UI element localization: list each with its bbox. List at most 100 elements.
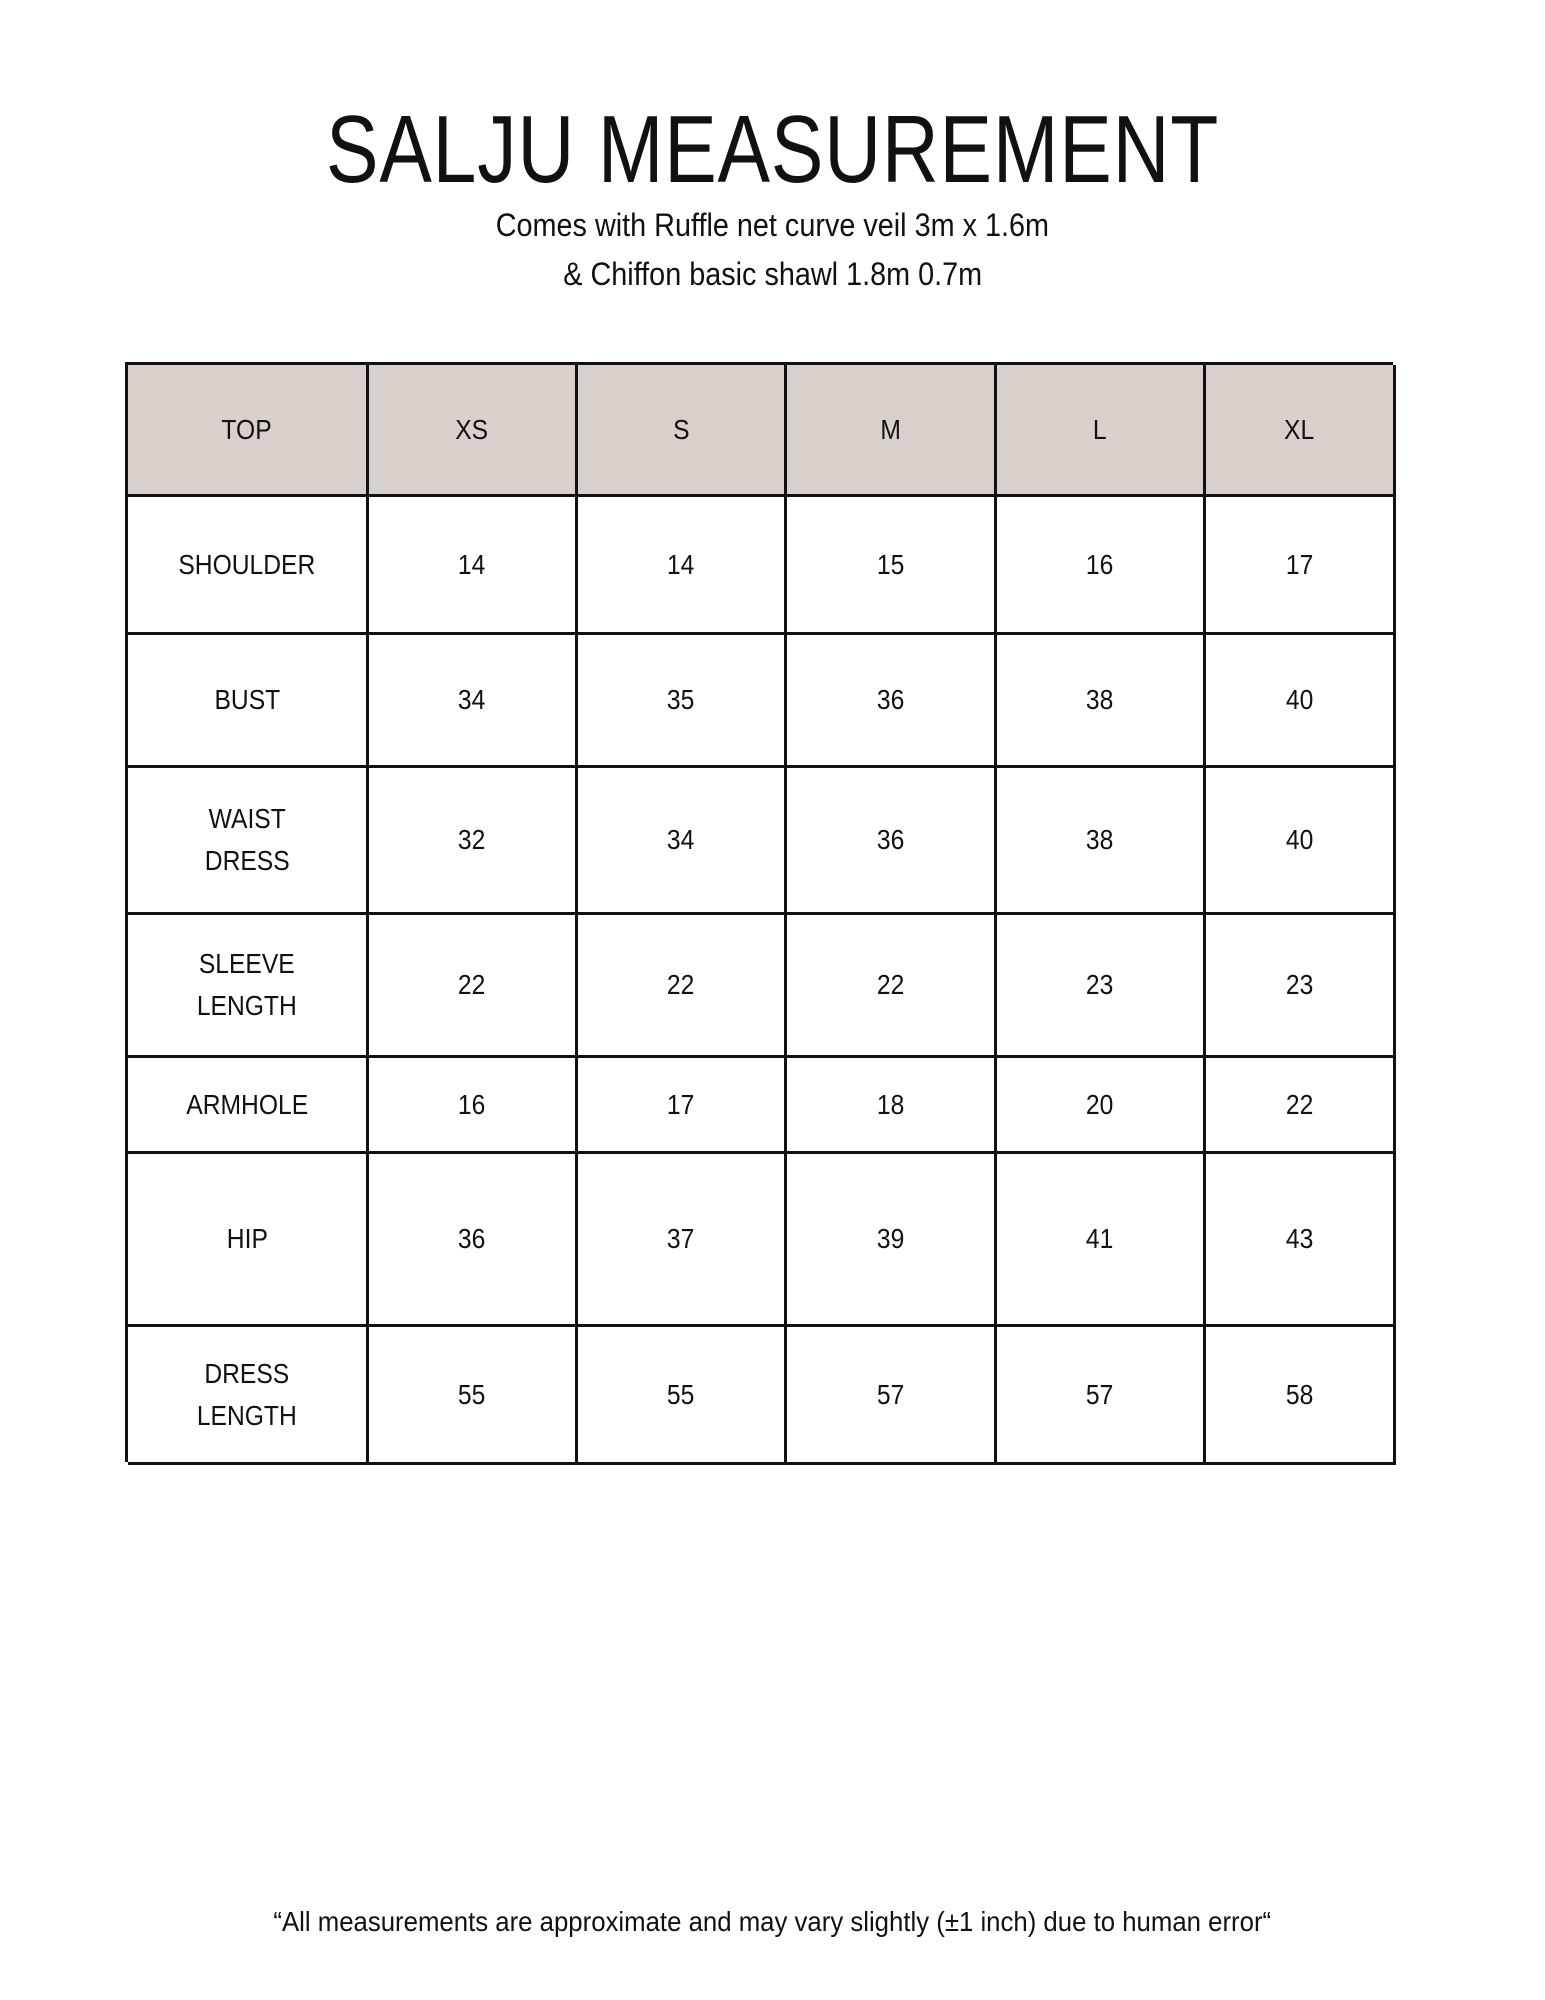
value-cell: 55 <box>578 1327 787 1465</box>
value-cell: 40 <box>1206 768 1396 915</box>
value-cell-text: 35 <box>667 684 695 715</box>
header-cell: XS <box>369 365 578 497</box>
value-cell: 22 <box>578 915 787 1058</box>
header-cell-text: XS <box>455 413 489 445</box>
value-cell: 16 <box>369 1058 578 1154</box>
value-cell: 36 <box>787 768 997 915</box>
header-cell-text: TOP <box>221 413 273 445</box>
header-cell: TOP <box>128 365 369 497</box>
header-cell: S <box>578 365 787 497</box>
value-cell-text: 41 <box>1086 1223 1114 1254</box>
value-cell: 15 <box>787 497 997 635</box>
value-cell: 22 <box>1206 1058 1396 1154</box>
value-cell: 18 <box>787 1058 997 1154</box>
value-cell-text: 57 <box>876 1378 905 1410</box>
size-chart-table: TOP XS S M L XL SHOULDER 14 14 15 16 17 BUST 34 35 36 38… <box>125 362 1396 1465</box>
row-label-cell-text: ARMHOLE <box>186 1088 308 1120</box>
value-cell-text: 34 <box>667 824 695 855</box>
row-label-cell-text: SHOULDER <box>178 548 316 580</box>
value-cell: 38 <box>997 635 1206 768</box>
value-cell-text: 40 <box>1285 684 1314 715</box>
value-cell: 22 <box>369 915 578 1058</box>
row-label-cell: BUST <box>128 635 369 768</box>
value-cell-text: 16 <box>458 1088 486 1120</box>
value-cell: 14 <box>578 497 787 635</box>
value-cell: 55 <box>369 1327 578 1465</box>
value-cell-text: 17 <box>667 1088 695 1120</box>
value-cell: 57 <box>997 1327 1206 1465</box>
row-label-cell-text: BUST <box>214 684 280 715</box>
value-cell: 41 <box>997 1154 1206 1327</box>
value-cell: 16 <box>997 497 1206 635</box>
value-cell-text: 22 <box>667 969 695 1000</box>
value-cell: 37 <box>578 1154 787 1327</box>
row-label-cell: HIP <box>128 1154 369 1327</box>
value-cell: 14 <box>369 497 578 635</box>
value-cell: 39 <box>787 1154 997 1327</box>
value-cell-text: 15 <box>876 548 905 580</box>
value-cell: 22 <box>787 915 997 1058</box>
value-cell: 17 <box>578 1058 787 1154</box>
value-cell: 40 <box>1206 635 1396 768</box>
row-label-cell: ARMHOLE <box>128 1058 369 1154</box>
value-cell: 20 <box>997 1058 1206 1154</box>
header-cell: M <box>787 365 997 497</box>
value-cell-text: 22 <box>458 969 486 1000</box>
header-cell-text: S <box>672 413 690 445</box>
disclaimer-footer: “All measurements are approximate and ma… <box>273 1906 1272 1937</box>
row-label-cell-text: SLEEVE LENGTH <box>197 948 297 1021</box>
value-cell: 36 <box>787 635 997 768</box>
subtitle-line-1: Comes with Ruffle net curve veil 3m x 1.… <box>495 207 1050 243</box>
value-cell-text: 14 <box>458 548 486 580</box>
value-cell: 57 <box>787 1327 997 1465</box>
value-cell-text: 40 <box>1285 824 1314 855</box>
header-cell-text: M <box>880 413 901 445</box>
header-cell-text: XL <box>1284 413 1315 445</box>
value-cell-text: 37 <box>667 1223 695 1254</box>
value-cell-text: 34 <box>458 684 486 715</box>
value-cell-text: 43 <box>1285 1223 1314 1254</box>
value-cell: 35 <box>578 635 787 768</box>
row-label-cell: WAIST DRESS <box>128 768 369 915</box>
value-cell-text: 55 <box>667 1378 695 1410</box>
value-cell-text: 20 <box>1086 1088 1114 1120</box>
value-cell: 17 <box>1206 497 1396 635</box>
value-cell: 58 <box>1206 1327 1396 1465</box>
value-cell-text: 36 <box>876 684 905 715</box>
row-label-cell: SLEEVE LENGTH <box>128 915 369 1058</box>
page-title: SALJU MEASUREMENT <box>325 96 1220 203</box>
value-cell-text: 23 <box>1086 969 1114 1000</box>
row-label-cell: SHOULDER <box>128 497 369 635</box>
value-cell: 38 <box>997 768 1206 915</box>
row-label-cell-text: WAIST DRESS <box>204 803 290 876</box>
value-cell: 23 <box>1206 915 1396 1058</box>
value-cell: 36 <box>369 1154 578 1327</box>
value-cell-text: 16 <box>1086 548 1114 580</box>
value-cell-text: 18 <box>876 1088 905 1120</box>
header-cell: XL <box>1206 365 1396 497</box>
value-cell: 34 <box>369 635 578 768</box>
header-cell-text: L <box>1093 413 1107 445</box>
value-cell: 23 <box>997 915 1206 1058</box>
value-cell-text: 38 <box>1086 684 1114 715</box>
value-cell-text: 38 <box>1086 824 1114 855</box>
value-cell: 34 <box>578 768 787 915</box>
subtitle-line-2: & Chiffon basic shawl 1.8m 0.7m <box>563 256 982 292</box>
row-label-cell-text: HIP <box>226 1223 268 1254</box>
value-cell-text: 32 <box>458 824 486 855</box>
row-label-cell: DRESS LENGTH <box>128 1327 369 1465</box>
value-cell: 32 <box>369 768 578 915</box>
value-cell-text: 17 <box>1285 548 1314 580</box>
header-cell: L <box>997 365 1206 497</box>
value-cell-text: 22 <box>1285 1088 1314 1120</box>
row-label-cell-text: DRESS LENGTH <box>197 1357 297 1431</box>
value-cell-text: 55 <box>458 1378 486 1410</box>
value-cell-text: 22 <box>876 969 905 1000</box>
value-cell: 43 <box>1206 1154 1396 1327</box>
value-cell-text: 39 <box>876 1223 905 1254</box>
value-cell-text: 36 <box>876 824 905 855</box>
value-cell-text: 36 <box>458 1223 486 1254</box>
value-cell-text: 14 <box>667 548 695 580</box>
value-cell-text: 57 <box>1086 1378 1114 1410</box>
value-cell-text: 23 <box>1285 969 1314 1000</box>
